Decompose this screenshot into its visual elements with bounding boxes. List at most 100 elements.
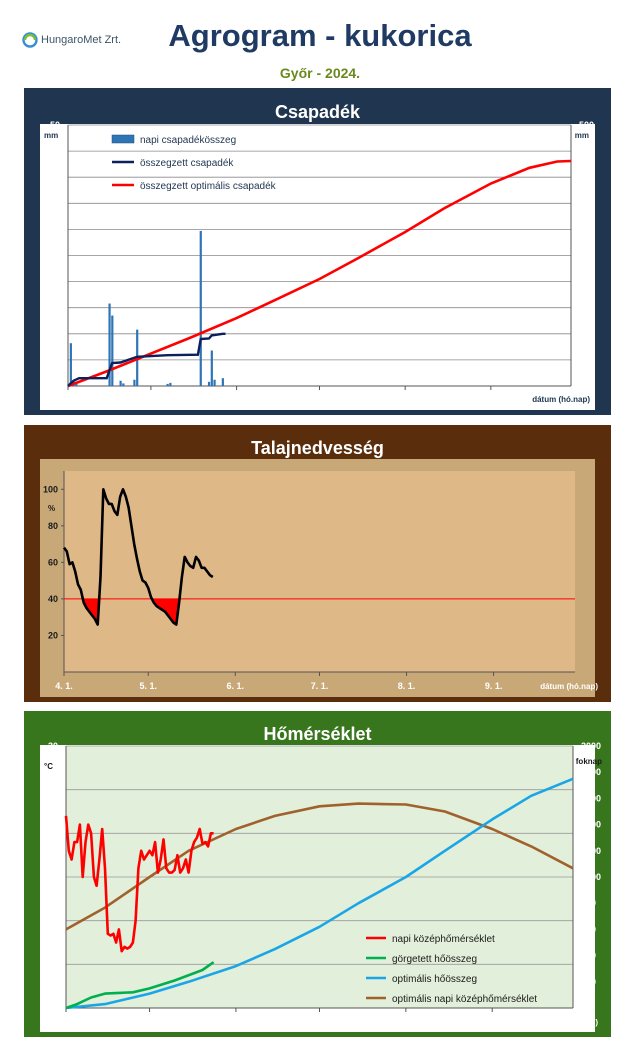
chart-title: Csapadék: [275, 102, 361, 122]
y-left-tick-label: 5: [55, 355, 60, 365]
x-tick-label: 7. 1.: [311, 1018, 329, 1028]
y-right-tick-label: 200: [579, 277, 594, 287]
y-left-tick-label: 30: [50, 224, 60, 234]
chart-area-bg: [40, 124, 595, 410]
precip-bar: [210, 350, 213, 386]
y-right-unit: foknap: [576, 757, 602, 766]
x-tick-label: 9. 1.: [485, 681, 503, 691]
y-left-tick-label: 15: [48, 872, 58, 882]
y-left-tick-label: 30: [48, 741, 58, 751]
y-right-tick-label: 300: [579, 224, 594, 234]
y-right-tick-label: 1400: [581, 820, 601, 830]
precip-bar: [166, 383, 169, 386]
y-right-tick-label: 400: [581, 951, 596, 961]
y-right-tick-label: 250: [579, 251, 594, 261]
y-right-tick-label: 1200: [581, 846, 601, 856]
logo-swirl-icon: [22, 32, 38, 48]
x-tick-label: 6. 1.: [228, 398, 246, 408]
y-right-tick-label: 1800: [581, 767, 601, 777]
y-left-tick-label: 15: [50, 303, 60, 313]
x-tick-label: 8. 1.: [396, 398, 414, 408]
y-right-tick-label: 200: [581, 977, 596, 987]
y-right-tick-label: 0: [581, 1003, 586, 1013]
page-title: Agrogram - kukorica: [168, 18, 472, 53]
x-tick-label: 4. 1.: [55, 681, 73, 691]
y-right-tick-label: 350: [579, 198, 594, 208]
y-tick-label: 100: [43, 484, 58, 494]
y-right-tick-label: 50: [579, 355, 589, 365]
cumulative-precip-line: [67, 332, 226, 387]
legend-swatch-bar: [111, 134, 135, 144]
y-left-tick-label: 25: [50, 251, 60, 261]
y-left-tick-label: 50: [50, 120, 60, 130]
y-right-tick-label: 2000: [581, 741, 601, 751]
precip-bar: [75, 383, 78, 386]
y-right-tick-label: 150: [579, 303, 594, 313]
y-right-tick-label: 500: [579, 120, 594, 130]
x-tick-label: 7. 1.: [311, 681, 329, 691]
series-line: [65, 777, 574, 1010]
precip-bar: [169, 382, 172, 386]
y-right-tick-label: 450: [579, 146, 594, 156]
x-tick-label: 8. 1.: [397, 1018, 415, 1028]
y-left-tick-label: 20: [48, 828, 58, 838]
y-tick-label: 60: [48, 557, 58, 567]
precipitation-chart: Csapadék 0510152025303540455005010015020…: [24, 88, 611, 415]
precip-bar: [69, 343, 72, 386]
x-tick-label: 5. 1.: [139, 681, 157, 691]
series-line: [64, 815, 214, 953]
y-right-tick-label: 800: [581, 898, 596, 908]
legend-label: összegzett csapadék: [140, 158, 234, 169]
x-axis-label: dátum (hó.nap): [540, 682, 598, 691]
logo-text: HungaroMet Zrt.: [41, 34, 122, 46]
y-left-tick-label: 45: [50, 146, 60, 156]
soil-moisture-chart: Talajnedvesség 20 40 60 80 100% 4. 1. 5. 1. 6. …: [24, 425, 611, 702]
legend-label: összegzett optimális csapadék: [140, 181, 277, 192]
precip-bar: [133, 379, 136, 386]
y-tick-label: 80: [48, 521, 58, 531]
x-tick-label: 9. 1.: [482, 398, 500, 408]
y-left-tick-label: 0: [55, 381, 60, 391]
precip-bar: [108, 303, 111, 386]
optimal-cumulative-line: [67, 159, 572, 388]
y-unit: %: [48, 504, 55, 513]
y-left-tick-label: 20: [50, 277, 60, 287]
soil-moisture-line: [62, 488, 214, 626]
chart-title: Hőmérséklet: [263, 724, 371, 744]
y-right-tick-label: 100: [579, 329, 594, 339]
x-tick-label: 4. 1.: [57, 1018, 75, 1028]
y-left-tick-label: 40: [50, 172, 60, 182]
precip-bar: [199, 230, 202, 386]
plot-area: [64, 471, 575, 672]
precip-bar: [207, 381, 211, 386]
y-left-unit: °C: [44, 762, 53, 771]
y-left-tick-label: 25: [48, 785, 58, 795]
precip-bar: [213, 379, 216, 386]
x-tick-label: 5. 1.: [141, 1018, 159, 1028]
y-right-tick-label: 400: [579, 172, 594, 182]
y-right-tick-label: 1000: [581, 872, 601, 882]
precip-bar: [119, 380, 122, 386]
precip-bar: [111, 315, 114, 386]
y-right-tick-label: 1600: [581, 793, 601, 803]
x-tick-label: 6. 1.: [227, 681, 245, 691]
x-tick-label: 9. 1.: [483, 1018, 501, 1028]
y-tick-label: 40: [48, 594, 58, 604]
precip-bar: [122, 383, 125, 386]
x-tick-label: 5. 1.: [142, 398, 160, 408]
series-line: [65, 961, 215, 1010]
series-line: [65, 802, 574, 931]
y-right-tick-label: 600: [581, 924, 596, 934]
y-left-tick-label: 10: [50, 329, 60, 339]
legend-label: optimális hőösszeg: [392, 974, 477, 985]
page-subtitle: Győr - 2024.: [279, 65, 361, 81]
x-tick-label: 4. 1.: [59, 398, 77, 408]
legend-label: görgetett hőösszeg: [392, 954, 477, 965]
y-left-tick-label: 5: [53, 959, 58, 969]
y-left-tick-label: 10: [48, 916, 58, 926]
x-axis-label: dátum (hó.nap): [532, 395, 590, 404]
x-tick-label: 7. 1.: [311, 398, 329, 408]
y-left-unit: mm: [44, 131, 58, 140]
chart-title: Talajnedvesség: [251, 438, 384, 458]
precip-bar: [221, 378, 224, 386]
